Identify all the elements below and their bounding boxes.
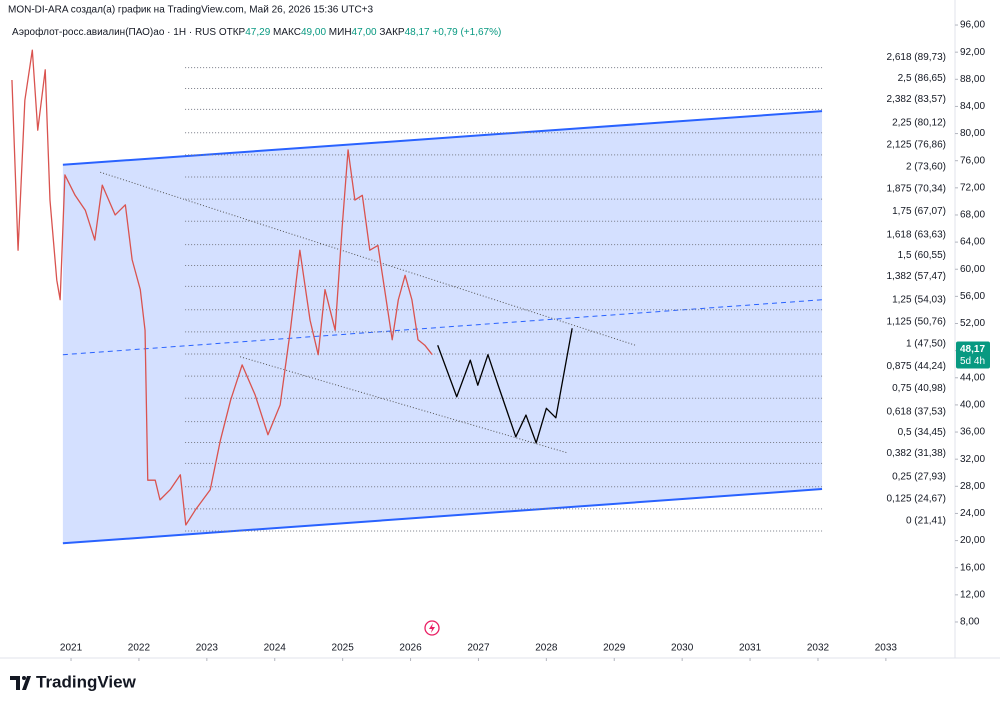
x-tick-label: 2026 (399, 643, 422, 654)
flash-icon[interactable] (424, 620, 440, 636)
y-tick-label: 40,00 (960, 400, 985, 411)
fib-label: 0,125 (24,67) (887, 494, 947, 505)
change: +0,79 (+1,67%) (432, 27, 501, 38)
fib-label: 1,382 (57,47) (887, 271, 947, 282)
fib-label: 0,618 (37,53) (887, 406, 947, 417)
y-tick-label: 12,00 (960, 589, 985, 600)
y-tick-label: 72,00 (960, 182, 985, 193)
x-tick-label: 2030 (671, 643, 694, 654)
x-tick-label: 2029 (603, 643, 626, 654)
x-tick-label: 2025 (332, 643, 355, 654)
fib-label: 0,75 (40,98) (892, 383, 946, 394)
x-tick-label: 2027 (467, 643, 490, 654)
ohlc-label: МИН (329, 27, 352, 38)
y-tick-label: 20,00 (960, 535, 985, 546)
ohlc-value: 48,17 (405, 27, 430, 38)
y-tick-label: 52,00 (960, 318, 985, 329)
x-tick-label: 2023 (196, 643, 219, 654)
ohlc-value: 47,00 (352, 27, 377, 38)
fib-label: 2,382 (83,57) (887, 94, 947, 105)
ohlc-value: 49,00 (301, 27, 326, 38)
ohlc-label: ЗАКР (379, 27, 405, 38)
fib-label: 0,382 (31,38) (887, 448, 947, 459)
y-tick-label: 76,00 (960, 155, 985, 166)
y-tick-label: 88,00 (960, 74, 985, 85)
fib-label: 2,125 (76,86) (887, 140, 947, 151)
y-tick-label: 16,00 (960, 562, 985, 573)
fib-label: 2,5 (86,65) (898, 73, 946, 84)
fib-label: 1,75 (67,07) (892, 206, 946, 217)
brand-logo[interactable]: TradingView (10, 672, 137, 691)
channel-mid (62, 299, 823, 356)
fib-label: 0,25 (27,93) (892, 471, 946, 482)
x-tick-label: 2031 (739, 643, 762, 654)
fib-label: 0,875 (44,24) (887, 361, 947, 372)
y-tick-label: 64,00 (960, 237, 985, 248)
x-tick-label: 2032 (807, 643, 830, 654)
y-tick-label: 80,00 (960, 128, 985, 139)
y-tick-label: 32,00 (960, 454, 985, 465)
price-line (437, 328, 573, 444)
ohlc-label: ОТКР (219, 27, 246, 38)
x-tick-label: 2028 (535, 643, 558, 654)
plot-area: 2,618 (89,73) 2,5 (86,65) 2,382 (83,57) 2,2… (11, 49, 947, 545)
x-tick-label: 2024 (264, 643, 287, 654)
fib-label: 1,125 (50,76) (887, 317, 947, 328)
y-tick-label: 24,00 (960, 508, 985, 519)
ohlc-value: 47,29 (245, 27, 270, 38)
x-tick-label: 2022 (128, 643, 151, 654)
fib-label: 2 (73,60) (906, 162, 946, 173)
price-line (11, 49, 433, 526)
x-tick-label: 2021 (60, 643, 83, 654)
y-tick-label: 68,00 (960, 210, 985, 221)
fib-label: 0,5 (34,45) (898, 427, 946, 438)
fib-label: 0 (21,41) (906, 516, 946, 527)
y-tick-label: 8,00 (960, 617, 980, 628)
fib-label: 2,618 (89,73) (887, 52, 947, 63)
y-tick-label: 60,00 (960, 264, 985, 275)
fib-label: 1,875 (70,34) (887, 184, 947, 195)
y-tick-label: 56,00 (960, 291, 985, 302)
axes: 8,00 12,00 16,00 20,00 24,00 28,00 32,00 36,00 4… (60, 20, 990, 661)
price-tag-value: 48,17 (960, 344, 985, 355)
ohlc-label: МАКС (273, 27, 301, 38)
fib-label: 1,5 (60,55) (898, 250, 946, 261)
price-tag-countdown: 5d 4h (960, 356, 985, 367)
fib-label: 1 (47,50) (906, 339, 946, 350)
author-line: MON-DI-ARA создал(а) график на TradingVi… (8, 4, 374, 16)
fib-label: 1,25 (54,03) (892, 294, 946, 305)
price-tag (956, 341, 990, 369)
channel-upper (62, 110, 823, 166)
y-tick-label: 96,00 (960, 20, 985, 31)
brand-name: TradingView (36, 672, 137, 691)
y-tick-label: 36,00 (960, 427, 985, 438)
y-tick-label: 84,00 (960, 101, 985, 112)
y-tick-label: 28,00 (960, 481, 985, 492)
symbol: Аэрофлот-росс.авиалин(ПАО)ао · 1Н · RUS (12, 26, 216, 38)
legend: Аэрофлот-росс.авиалин(ПАО)ао · 1Н · RUS … (12, 26, 501, 38)
y-tick-label: 44,00 (960, 372, 985, 383)
channel-lower (62, 488, 823, 545)
fib-label: 2,25 (80,12) (892, 117, 946, 128)
y-tick-label: 92,00 (960, 47, 985, 58)
trendline (100, 171, 636, 346)
x-tick-label: 2033 (875, 643, 898, 654)
fib-label: 1,618 (63,63) (887, 229, 947, 240)
